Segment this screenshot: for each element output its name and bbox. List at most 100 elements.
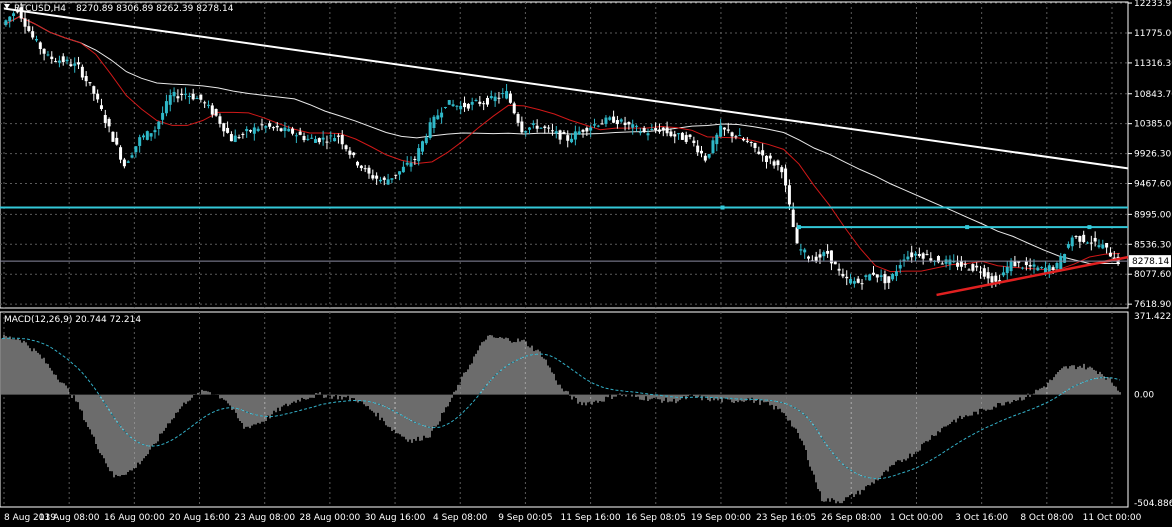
candle-body: [394, 174, 398, 176]
candle-body: [313, 139, 317, 143]
candle-body: [592, 124, 596, 126]
candle-body: [478, 101, 482, 104]
candle-body: [222, 123, 226, 132]
candle-body: [680, 132, 684, 140]
candle-body: [604, 117, 608, 125]
candle-body: [111, 131, 115, 142]
candle-body: [1105, 242, 1109, 248]
candle-body: [784, 168, 788, 186]
candle-body: [772, 161, 776, 166]
candle-body: [283, 127, 287, 132]
candle-body: [375, 175, 379, 179]
candle-body: [12, 13, 16, 16]
candle-body: [570, 138, 574, 143]
candle-body: [1009, 260, 1013, 272]
candle-body: [879, 275, 883, 277]
time-tick-label: 1 Oct 00:00: [890, 513, 943, 523]
candle-body: [497, 97, 501, 99]
time-tick-label: 19 Sep 00:00: [691, 513, 751, 523]
candle-body: [463, 102, 467, 108]
candle-body: [34, 38, 38, 41]
price-tick-label: 8536.30: [1134, 240, 1171, 250]
candle-body: [577, 131, 581, 135]
candle-body: [27, 26, 31, 31]
candle-body: [348, 150, 352, 155]
candle-body: [8, 16, 12, 22]
ma-slow-line: [3, 16, 1121, 265]
candle-body: [852, 281, 856, 284]
candle-body: [436, 115, 440, 120]
candle-body: [80, 66, 84, 78]
candle-body: [99, 105, 103, 109]
candle-body: [657, 129, 661, 132]
support-trendline[interactable]: [936, 255, 1129, 297]
level-anchor-handle[interactable]: [965, 225, 970, 230]
candle-body: [700, 150, 703, 154]
candle-body: [191, 93, 195, 100]
candle-body: [1097, 245, 1101, 248]
candle-body: [1017, 261, 1021, 263]
candle-body: [1001, 272, 1005, 276]
candle-body: [803, 249, 807, 253]
candle-body: [822, 252, 826, 257]
level-anchor-handle[interactable]: [720, 205, 725, 210]
candle-body: [4, 20, 8, 25]
candle-body: [138, 137, 142, 146]
candle-body: [168, 95, 172, 105]
candle-body: [738, 135, 742, 137]
candle-body: [776, 160, 780, 166]
candle-body: [707, 154, 711, 158]
candle-body: [982, 268, 986, 277]
candle-body: [310, 137, 314, 139]
candle-body: [38, 42, 42, 49]
candle-body: [566, 135, 570, 141]
candle-body: [1032, 264, 1036, 267]
candle-body: [1082, 234, 1086, 243]
candle-body: [241, 133, 245, 135]
candle-body: [722, 127, 726, 130]
candle-body: [948, 259, 952, 265]
candle-body: [466, 103, 470, 109]
candle-body: [929, 258, 933, 261]
candle-body: [749, 141, 753, 143]
candle-body: [780, 167, 784, 173]
candle-body: [665, 127, 669, 134]
candle-body: [153, 130, 157, 133]
level-anchor-handle[interactable]: [1087, 225, 1092, 230]
candle-body: [963, 263, 967, 265]
candle-body: [119, 147, 123, 160]
candle-body: [516, 114, 520, 123]
candle-body: [1036, 267, 1040, 271]
candle-body: [226, 127, 230, 133]
candle-body: [589, 127, 593, 131]
candle-body: [443, 106, 447, 108]
candle-body: [306, 138, 310, 140]
candle-body: [275, 125, 279, 128]
candle-body: [252, 127, 256, 134]
candle-body: [761, 150, 765, 156]
macd-histogram: [1, 334, 1121, 504]
candle-body: [130, 155, 134, 158]
candle-body: [482, 103, 486, 105]
candle-body: [505, 91, 509, 99]
candle-body: [795, 227, 799, 244]
resistance-trendline[interactable]: [3, 7, 1129, 170]
candle-body: [398, 171, 402, 175]
chart-collapse-icon[interactable]: [4, 4, 10, 9]
macd-tick-label: 371.422: [1134, 312, 1171, 322]
candle-body: [23, 18, 27, 27]
candle-body: [386, 179, 390, 185]
candle-body: [799, 249, 803, 251]
candle-body: [1078, 236, 1082, 242]
candle-body: [378, 179, 382, 182]
candle-body: [979, 271, 982, 273]
level-anchor-handle[interactable]: [796, 225, 801, 230]
candle-body: [317, 138, 321, 143]
drawing-objects[interactable]: 8278.14: [0, 7, 1171, 297]
candle-body: [807, 256, 811, 259]
candle-body: [325, 141, 329, 143]
candle-body: [940, 263, 944, 265]
candle-body: [1021, 267, 1025, 269]
candle-body: [742, 138, 746, 141]
